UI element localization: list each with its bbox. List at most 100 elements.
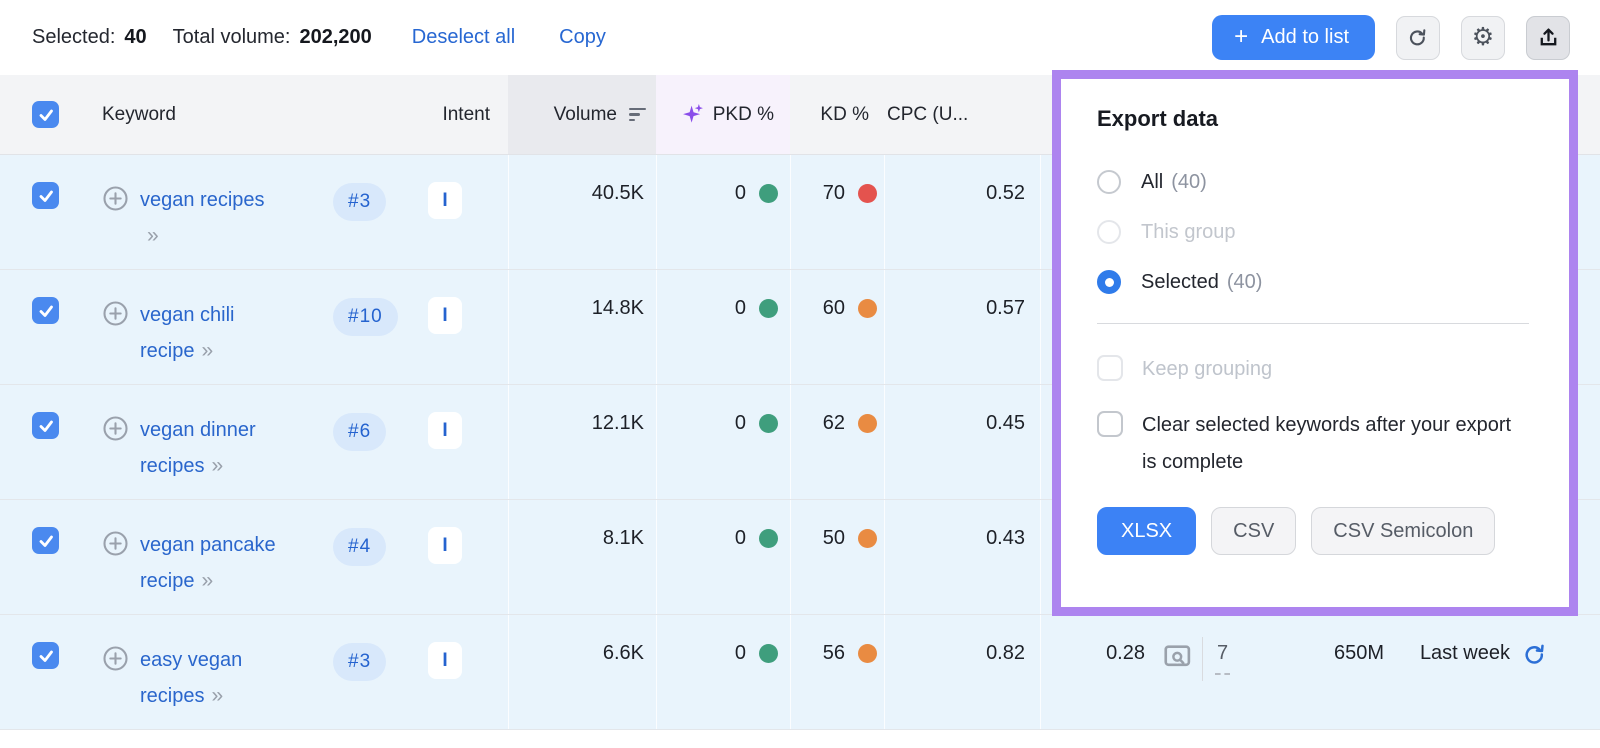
keyword-link-line1[interactable]: vegan pancake xyxy=(140,534,276,556)
serp-features-count-link[interactable]: 7 xyxy=(1215,642,1231,675)
kd-status-dot xyxy=(858,184,877,203)
selected-count-stat: Selected: 40 xyxy=(32,26,147,49)
csv-semicolon-button[interactable]: CSV Semicolon xyxy=(1311,507,1496,555)
intent-badge[interactable]: I xyxy=(428,182,462,219)
check-icon xyxy=(39,420,53,432)
row-refresh-icon[interactable] xyxy=(1522,642,1548,668)
refresh-icon xyxy=(1409,28,1426,45)
keyword-link-line2[interactable]: recipes xyxy=(140,455,205,477)
keyword-link-line1[interactable]: vegan chili xyxy=(140,304,235,326)
intent-cell: I xyxy=(410,270,508,384)
radio-option-all[interactable]: All (40) xyxy=(1097,157,1531,207)
keyword-text: vegan recipes » xyxy=(140,182,322,269)
cpc-cell: 0.57 xyxy=(884,270,1040,384)
keyword-cell: vegan pancake recipe » #4 xyxy=(76,500,410,614)
column-header-volume[interactable]: Volume xyxy=(508,75,656,154)
column-header-kd[interactable]: KD % xyxy=(820,103,869,125)
cpc-cell: 0.52 xyxy=(884,155,1040,269)
check-icon xyxy=(39,305,53,317)
position-badge: #6 xyxy=(333,413,387,451)
row-checkbox[interactable] xyxy=(32,412,59,439)
clear-selected-checkbox-row[interactable]: Clear selected keywords after your expor… xyxy=(1097,407,1531,481)
position-badge: #4 xyxy=(333,528,387,566)
row-checkbox-cell xyxy=(0,155,76,269)
pkd-status-dot xyxy=(759,299,778,318)
add-keyword-button[interactable] xyxy=(102,645,129,729)
settings-button[interactable]: ⚙ xyxy=(1461,15,1505,60)
volume-cell: 12.1K xyxy=(508,385,656,499)
intent-badge[interactable]: I xyxy=(428,297,462,334)
keyword-link-line2[interactable]: recipe xyxy=(140,340,195,362)
csv-button[interactable]: CSV xyxy=(1211,507,1297,555)
column-header-pkd[interactable]: PKD % xyxy=(656,75,790,154)
plus-circle-icon xyxy=(103,646,128,671)
intent-badge[interactable]: I xyxy=(428,642,462,679)
pkd-value: 0 xyxy=(734,297,746,319)
kd-cell: 62 xyxy=(790,385,884,499)
radio-icon[interactable] xyxy=(1097,170,1121,194)
refresh-button[interactable] xyxy=(1396,15,1440,60)
keyword-link-line1[interactable]: vegan dinner xyxy=(140,419,256,441)
radio-option-selected[interactable]: Selected (40) xyxy=(1097,257,1531,307)
open-keyword-chevrons-icon[interactable]: » xyxy=(211,454,224,477)
column-header-cpc[interactable]: CPC (U... xyxy=(887,103,969,125)
intent-badge[interactable]: I xyxy=(428,412,462,449)
radio-selected-icon[interactable] xyxy=(1097,270,1121,294)
gear-icon: ⚙ xyxy=(1471,23,1495,51)
volume-cell: 40.5K xyxy=(508,155,656,269)
keyword-text: easy vegan recipes » xyxy=(140,642,322,729)
keep-grouping-checkbox-row: Keep grouping xyxy=(1097,351,1531,388)
row-checkbox[interactable] xyxy=(32,297,59,324)
add-keyword-button[interactable] xyxy=(102,185,129,269)
add-keyword-button[interactable] xyxy=(102,300,129,384)
open-keyword-chevrons-icon[interactable]: » xyxy=(201,569,214,592)
position-badge: #10 xyxy=(333,298,398,336)
keyword-link-line2[interactable]: recipes xyxy=(140,685,205,707)
add-to-list-button[interactable]: + Add to list xyxy=(1212,15,1375,60)
intent-badge[interactable]: I xyxy=(428,527,462,564)
updated-cell: Last week xyxy=(1400,615,1600,729)
kd-cell: 56 xyxy=(790,615,884,729)
keyword-link-line1[interactable]: easy vegan xyxy=(140,649,243,671)
check-icon xyxy=(39,650,53,662)
pkd-status-dot xyxy=(759,414,778,433)
table-row: easy vegan recipes» #3 I 6.6K 0 56 0.82 … xyxy=(0,615,1600,730)
radio-icon xyxy=(1097,220,1121,244)
row-checkbox-cell xyxy=(0,385,76,499)
add-to-list-label: Add to list xyxy=(1261,26,1349,48)
kd-status-dot xyxy=(858,414,877,433)
add-keyword-button[interactable] xyxy=(102,530,129,614)
position-badge: #3 xyxy=(333,643,387,681)
column-header-keyword[interactable]: Keyword xyxy=(102,103,176,125)
keyword-text: vegan dinner recipes » xyxy=(140,412,322,499)
checkbox-icon[interactable] xyxy=(1097,411,1123,437)
column-header-intent[interactable]: Intent xyxy=(442,103,490,125)
keyword-link-line2[interactable]: recipe xyxy=(140,570,195,592)
serp-preview-icon[interactable] xyxy=(1162,641,1192,671)
kd-value: 50 xyxy=(822,527,845,549)
plus-circle-icon xyxy=(103,531,128,556)
row-checkbox[interactable] xyxy=(32,527,59,554)
checkbox-icon xyxy=(1097,355,1123,381)
xlsx-button[interactable]: XLSX xyxy=(1097,507,1197,555)
copy-link[interactable]: Copy xyxy=(559,26,606,48)
sort-descending-icon xyxy=(629,107,646,122)
total-volume-value: 202,200 xyxy=(299,26,372,48)
toolbar: Selected: 40 Total volume: 202,200 Desel… xyxy=(0,0,1600,75)
select-all-checkbox[interactable] xyxy=(32,101,59,128)
open-keyword-chevrons-icon[interactable]: » xyxy=(147,224,159,247)
row-checkbox[interactable] xyxy=(32,642,59,669)
deselect-all-link[interactable]: Deselect all xyxy=(411,26,516,48)
kd-status-dot xyxy=(858,644,877,663)
export-data-popup: Export data All (40) This group Selected (… xyxy=(1052,70,1578,616)
add-keyword-button[interactable] xyxy=(102,415,129,499)
keyword-link-line1[interactable]: vegan recipes xyxy=(140,189,265,211)
kd-value: 56 xyxy=(822,642,845,664)
open-keyword-chevrons-icon[interactable]: » xyxy=(211,684,224,707)
export-button[interactable] xyxy=(1526,15,1570,60)
open-keyword-chevrons-icon[interactable]: » xyxy=(201,339,214,362)
radio-option-this-group: This group xyxy=(1097,207,1531,257)
intent-cell: I xyxy=(410,615,508,729)
row-checkbox[interactable] xyxy=(32,182,59,209)
export-scope-options: All (40) This group Selected (40) xyxy=(1097,157,1531,307)
